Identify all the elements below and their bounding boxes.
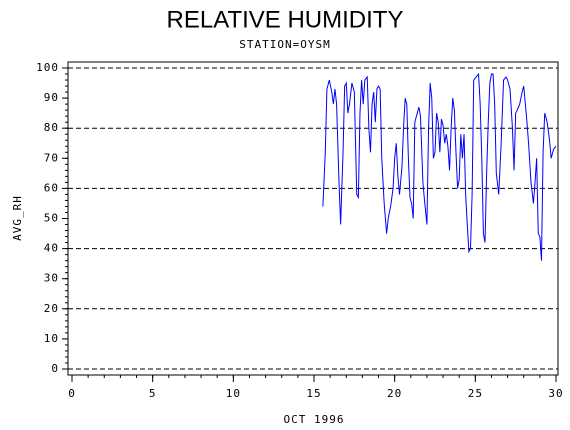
x-tick-label: 30 [548, 387, 563, 400]
x-tick-label: 25 [468, 387, 483, 400]
y-axis-label: AVG_RH [11, 195, 24, 241]
y-tick-label: 30 [44, 272, 59, 285]
x-tick-label: 15 [306, 387, 321, 400]
x-tick-label: 20 [387, 387, 402, 400]
data-line [322, 72, 557, 261]
y-tick-label: 40 [44, 242, 59, 255]
y-tick-label: 60 [44, 181, 59, 194]
x-tick-label: 0 [68, 387, 76, 400]
y-tick-label: 80 [44, 121, 59, 134]
x-tick-label: 10 [226, 387, 241, 400]
y-tick-label: 0 [51, 362, 59, 375]
y-tick-label: 50 [44, 212, 59, 225]
chart-title: RELATIVE HUMIDITY [167, 6, 404, 33]
x-axis-label: OCT 1996 [284, 413, 345, 426]
y-tick-label: 10 [44, 332, 59, 345]
x-tick-label: 5 [149, 387, 157, 400]
y-tick-label: 70 [44, 151, 59, 164]
chart-subtitle: STATION=OYSM [239, 38, 330, 51]
y-tick-label: 20 [44, 302, 59, 315]
plot-frame [67, 61, 559, 376]
y-tick-label: 90 [44, 91, 59, 104]
y-tick-label: 100 [36, 61, 59, 74]
